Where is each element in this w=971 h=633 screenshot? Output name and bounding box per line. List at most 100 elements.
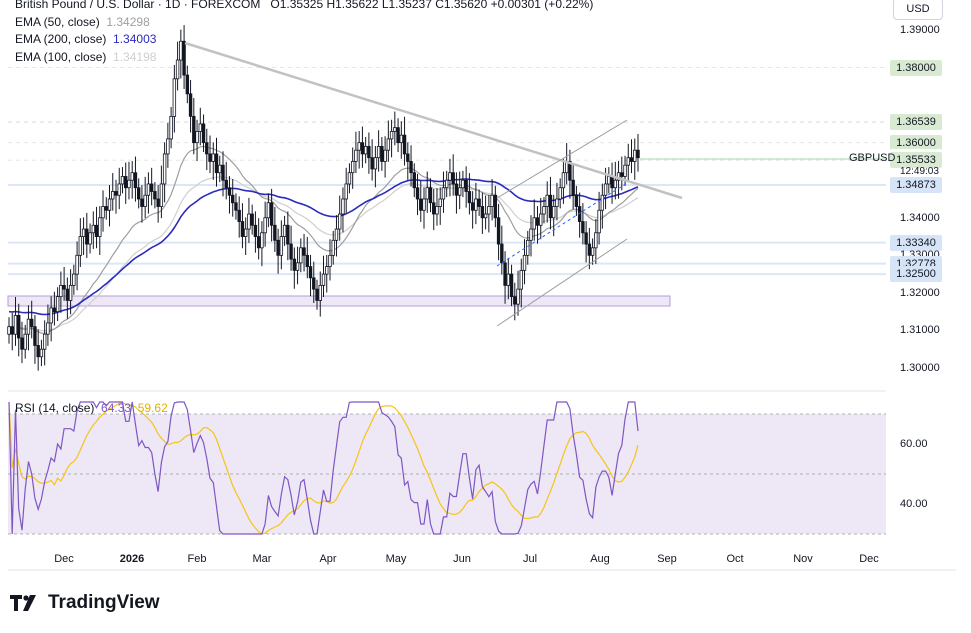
candle-body [409, 161, 413, 174]
time-axis-label: May [385, 553, 407, 565]
time-axis-label: Mar [252, 553, 272, 565]
candle-body [448, 172, 452, 181]
candle-body [195, 130, 199, 144]
candle-body [380, 146, 384, 162]
price-axis-label: 1.31000 [900, 324, 940, 337]
candle-body [490, 194, 494, 207]
ema100-label: EMA (100, close) [15, 50, 107, 64]
candle-body [289, 243, 293, 260]
candle-body [633, 149, 637, 162]
candle-body [33, 326, 37, 346]
time-axis-label: 2026 [119, 553, 145, 565]
candle-body [72, 273, 76, 286]
candle-body [52, 307, 57, 313]
candle-body [581, 221, 585, 234]
candle-body [357, 142, 361, 151]
candle-body [243, 228, 248, 237]
channel-upper-line [496, 119, 628, 199]
candle-body [42, 333, 47, 350]
rsi-ma-value: 59.62 [137, 401, 168, 415]
candle-body [412, 172, 416, 189]
candle-body [315, 288, 319, 301]
candle-body [10, 326, 14, 335]
candle-body [269, 202, 274, 226]
candle-body [493, 194, 498, 219]
candle-body [13, 315, 18, 335]
candle-body [600, 194, 605, 211]
tradingview-logo[interactable]: TradingView [10, 592, 160, 614]
candle-body [542, 206, 546, 215]
candle-body [104, 206, 108, 211]
candle-body [198, 123, 202, 132]
candle-body [182, 40, 186, 76]
candle-body [415, 187, 420, 200]
candle-body [629, 157, 634, 162]
candle-body [175, 59, 180, 80]
candle-body [561, 172, 566, 189]
candle-body [68, 284, 73, 301]
candle-body [454, 183, 459, 196]
candle-body [94, 224, 99, 237]
candle-body [341, 198, 345, 215]
candle-body [552, 206, 556, 219]
candle-body [153, 191, 157, 200]
candle-body [558, 187, 562, 200]
candle-body [29, 318, 34, 328]
candle-body [331, 239, 335, 256]
time-axis-label: Jul [522, 553, 538, 565]
ema200-legend[interactable]: EMA (200, close) 1.34003 [15, 32, 156, 46]
candle-body [363, 146, 368, 155]
candle-body [347, 172, 352, 185]
candle-body [65, 288, 70, 301]
candle-body [62, 284, 66, 290]
candle-body [451, 172, 455, 185]
candle-body [568, 161, 572, 181]
candle-body [36, 345, 40, 358]
descending-trendline [184, 41, 683, 200]
candle-body [312, 277, 316, 290]
candle-body [590, 247, 595, 256]
candles [7, 25, 640, 371]
candle-body [156, 198, 160, 207]
candle-body [620, 172, 624, 177]
candle-body [85, 228, 89, 245]
candle-body [253, 224, 258, 237]
candle-body [480, 206, 485, 219]
candle-body [305, 254, 309, 267]
candle-body [114, 191, 118, 196]
candle-body [467, 191, 472, 204]
price-grid [8, 67, 886, 161]
candle-body [166, 138, 170, 155]
candle-body [487, 206, 491, 215]
rsi-legend[interactable]: RSI (14, close) 64.33 59.62 [15, 401, 168, 415]
candle-body [616, 172, 621, 181]
candle-body [59, 284, 63, 298]
price-axis-label: 1.32000 [900, 286, 940, 299]
time-axis-label: Nov [793, 553, 813, 565]
candle-body [597, 209, 601, 234]
candle-body [140, 198, 144, 207]
candle-body [574, 194, 579, 207]
candle-body [221, 164, 225, 181]
candle-body [263, 217, 267, 234]
candle-body [292, 258, 297, 271]
rsi-axis-label: 40.00 [900, 498, 928, 510]
candle-body [91, 224, 95, 234]
candle-body [143, 194, 147, 207]
currency-selector[interactable]: USD [893, 0, 943, 20]
candle-body [120, 176, 125, 185]
candle-body [328, 254, 332, 267]
candle-body [513, 296, 517, 305]
candle-body [464, 179, 468, 192]
ema200-value: 1.34003 [113, 32, 157, 46]
ema100-legend[interactable]: EMA (100, close) 1.34198 [15, 50, 156, 64]
candle-body [325, 266, 329, 275]
candle-body [509, 273, 514, 298]
candle-body [386, 138, 391, 151]
candle-body [162, 153, 167, 185]
ema50-legend[interactable]: EMA (50, close) 1.34298 [15, 15, 150, 29]
candle-body [623, 164, 627, 177]
rsi-axis-label: 60.00 [900, 438, 928, 450]
candle-body [594, 232, 598, 249]
